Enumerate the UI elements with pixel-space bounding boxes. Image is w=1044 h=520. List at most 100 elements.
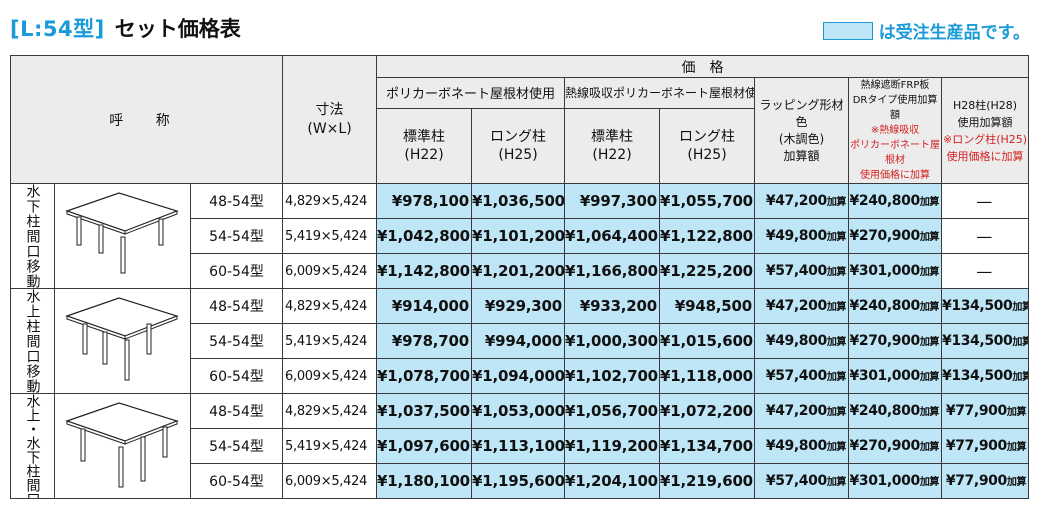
cell-poly-standard: ¥978,100: [376, 183, 473, 219]
post: [102, 331, 107, 364]
cell-dimension: 5,419×5,424: [282, 428, 378, 464]
cell-value: ¥57,400: [765, 473, 827, 489]
cell-h28: —: [941, 218, 1030, 254]
group-label-col2: 間口移動: [25, 478, 41, 498]
cell-value: ¥77,900: [945, 473, 1007, 489]
cell-poly-long: ¥994,000: [471, 323, 566, 359]
header-wrapping-line1: ラッピング形材色: [759, 97, 844, 129]
cell-type: 54-54型: [189, 323, 284, 359]
cell-type: 48-54型: [189, 288, 284, 324]
cell-add-suffix: 加算: [919, 267, 940, 278]
cell-poly-long: ¥1,201,200: [471, 253, 566, 289]
group-label-col1: 水上・水下柱: [24, 394, 41, 479]
header-dimension-line1: 寸法: [315, 101, 344, 118]
cell-wrapping: ¥47,200加算: [754, 288, 850, 324]
post: [158, 218, 163, 245]
cell-poly-standard: ¥1,142,800: [376, 253, 473, 289]
cell-dimension: 5,419×5,424: [282, 218, 378, 254]
group-label: 水上・水下柱間口移動: [10, 393, 55, 499]
cell-dimension: 6,009×5,424: [282, 358, 378, 394]
cell-value: ¥240,800: [849, 298, 921, 314]
post: [140, 436, 145, 481]
cell-heat-long: ¥1,118,000: [659, 358, 756, 394]
cell-add-suffix: 加算: [919, 407, 940, 418]
cell-poly-long: ¥1,101,200: [471, 218, 566, 254]
cell-frp: ¥301,000加算: [848, 253, 943, 289]
cell-frp: ¥301,000加算: [848, 463, 943, 499]
cell-poly-standard: ¥1,042,800: [376, 218, 473, 254]
group-label: 水上柱間口移動: [10, 288, 55, 394]
header-heat-long-line2: (H25): [687, 146, 727, 163]
cell-add-suffix: 加算: [919, 477, 940, 488]
post: [82, 323, 87, 354]
header-frp: 熱線遮断FRP板 DRタイプ使用加算額 ※熱線吸収 ポリカーボネート屋根材 使用…: [848, 77, 943, 184]
post: [120, 236, 125, 273]
header-poly-long: ロング柱 (H25): [471, 107, 566, 185]
cell-h28: ¥134,500加算: [941, 323, 1030, 359]
cell-poly-standard: ¥1,180,100: [376, 463, 473, 499]
cell-value: ¥240,800: [849, 403, 921, 419]
cell-add-suffix: 加算: [826, 337, 847, 348]
cell-add-suffix: 加算: [1012, 337, 1027, 348]
cell-h28: —: [941, 183, 1030, 219]
header-frp-note1: ※熱線吸収: [870, 125, 920, 136]
header-group-polycarbonate: ポリカーボネート屋根材使用: [376, 77, 566, 109]
cell-heat-standard: ¥1,166,800: [564, 253, 661, 289]
header-price: 価 格: [376, 55, 1030, 78]
cell-heat-standard: ¥1,204,100: [564, 463, 661, 499]
cell-h28: ¥134,500加算: [941, 358, 1030, 394]
table-row: 54-54型 5,419×5,424 ¥1,097,600 ¥1,113,100 ¥1,…: [11, 428, 1030, 464]
cell-type: 54-54型: [189, 428, 284, 464]
group-label: 水下柱間口移動: [10, 183, 55, 289]
cell-add-suffix: 加算: [826, 302, 847, 313]
cell-poly-long: ¥1,195,600: [471, 463, 566, 499]
header-h28: H28柱(H28) 使用加算額 ※ロング柱(H25) 使用価格に加算: [941, 77, 1030, 184]
header-wrapping-line2: (木調色): [778, 131, 825, 146]
cell-heat-standard: ¥1,000,300: [564, 323, 661, 359]
cell-add-suffix: 加算: [919, 337, 940, 348]
cell-type: 60-54型: [189, 358, 284, 394]
cell-value: ¥301,000: [849, 263, 921, 279]
post: [118, 446, 123, 487]
cell-value: ¥49,800: [765, 228, 827, 244]
cell-value: ¥49,800: [765, 438, 827, 454]
cell-wrapping: ¥47,200加算: [754, 183, 850, 219]
cell-value: ¥47,200: [765, 298, 827, 314]
cell-add-suffix: 加算: [826, 197, 847, 208]
cell-type: 60-54型: [189, 463, 284, 499]
cell-wrapping: ¥49,800加算: [754, 323, 850, 359]
cell-value: ¥270,900: [849, 333, 921, 349]
cell-poly-standard: ¥1,037,500: [376, 393, 473, 429]
cell-value: ¥134,500: [942, 333, 1013, 349]
cell-wrapping: ¥47,200加算: [754, 393, 850, 429]
header-heat-long: ロング柱 (H25): [659, 107, 756, 185]
carport-illustration: [64, 401, 179, 487]
cell-wrapping: ¥49,800加算: [754, 218, 850, 254]
cell-add-suffix: 加算: [826, 372, 847, 383]
cell-h28: ¥77,900加算: [941, 393, 1030, 429]
cell-frp: ¥240,800加算: [848, 288, 943, 324]
header-poly-standard: 標準柱 (H22): [376, 107, 473, 185]
cell-heat-standard: ¥1,064,400: [564, 218, 661, 254]
table-row: 54-54型 5,419×5,424 ¥1,042,800 ¥1,101,200 ¥1,…: [11, 218, 1030, 254]
cell-add-suffix: 加算: [919, 197, 940, 208]
cell-poly-long: ¥1,036,500: [471, 183, 566, 219]
cell-type: 48-54型: [189, 183, 284, 219]
header-group-heat-absorb: 熱線吸収ポリカーボネート屋根材使用: [564, 77, 756, 109]
cell-h28: ¥77,900加算: [941, 428, 1030, 464]
header-heat-standard-line1: 標準柱: [591, 128, 634, 145]
group-illustration: [54, 288, 191, 394]
cell-dimension: 5,419×5,424: [282, 323, 378, 359]
cell-heat-long: ¥1,225,200: [659, 253, 756, 289]
cell-poly-standard: ¥1,078,700: [376, 358, 473, 394]
header-poly-standard-line1: 標準柱: [403, 128, 446, 145]
table-row: 水下柱間口移動 48-54型 4,829×5,424 ¥978,100 ¥1,036,5…: [10, 183, 1030, 289]
table-row: 水上・水下柱間口移動48-54型4,829×5,424¥1,037,500¥1,…: [10, 393, 1030, 499]
header-h28-note2: 使用価格に加算: [946, 149, 1024, 163]
table-row: 60-54型 6,009×5,424 ¥1,142,800 ¥1,201,200 ¥1,…: [11, 253, 1030, 289]
cell-heat-long: ¥1,134,700: [659, 428, 756, 464]
table-row: 54-54型 5,419×5,424 ¥978,700 ¥994,000 ¥1,000,…: [11, 323, 1030, 359]
cell-value: ¥301,000: [849, 368, 921, 384]
cell-value: ¥57,400: [765, 263, 827, 279]
cell-poly-long: ¥929,300: [471, 288, 566, 324]
